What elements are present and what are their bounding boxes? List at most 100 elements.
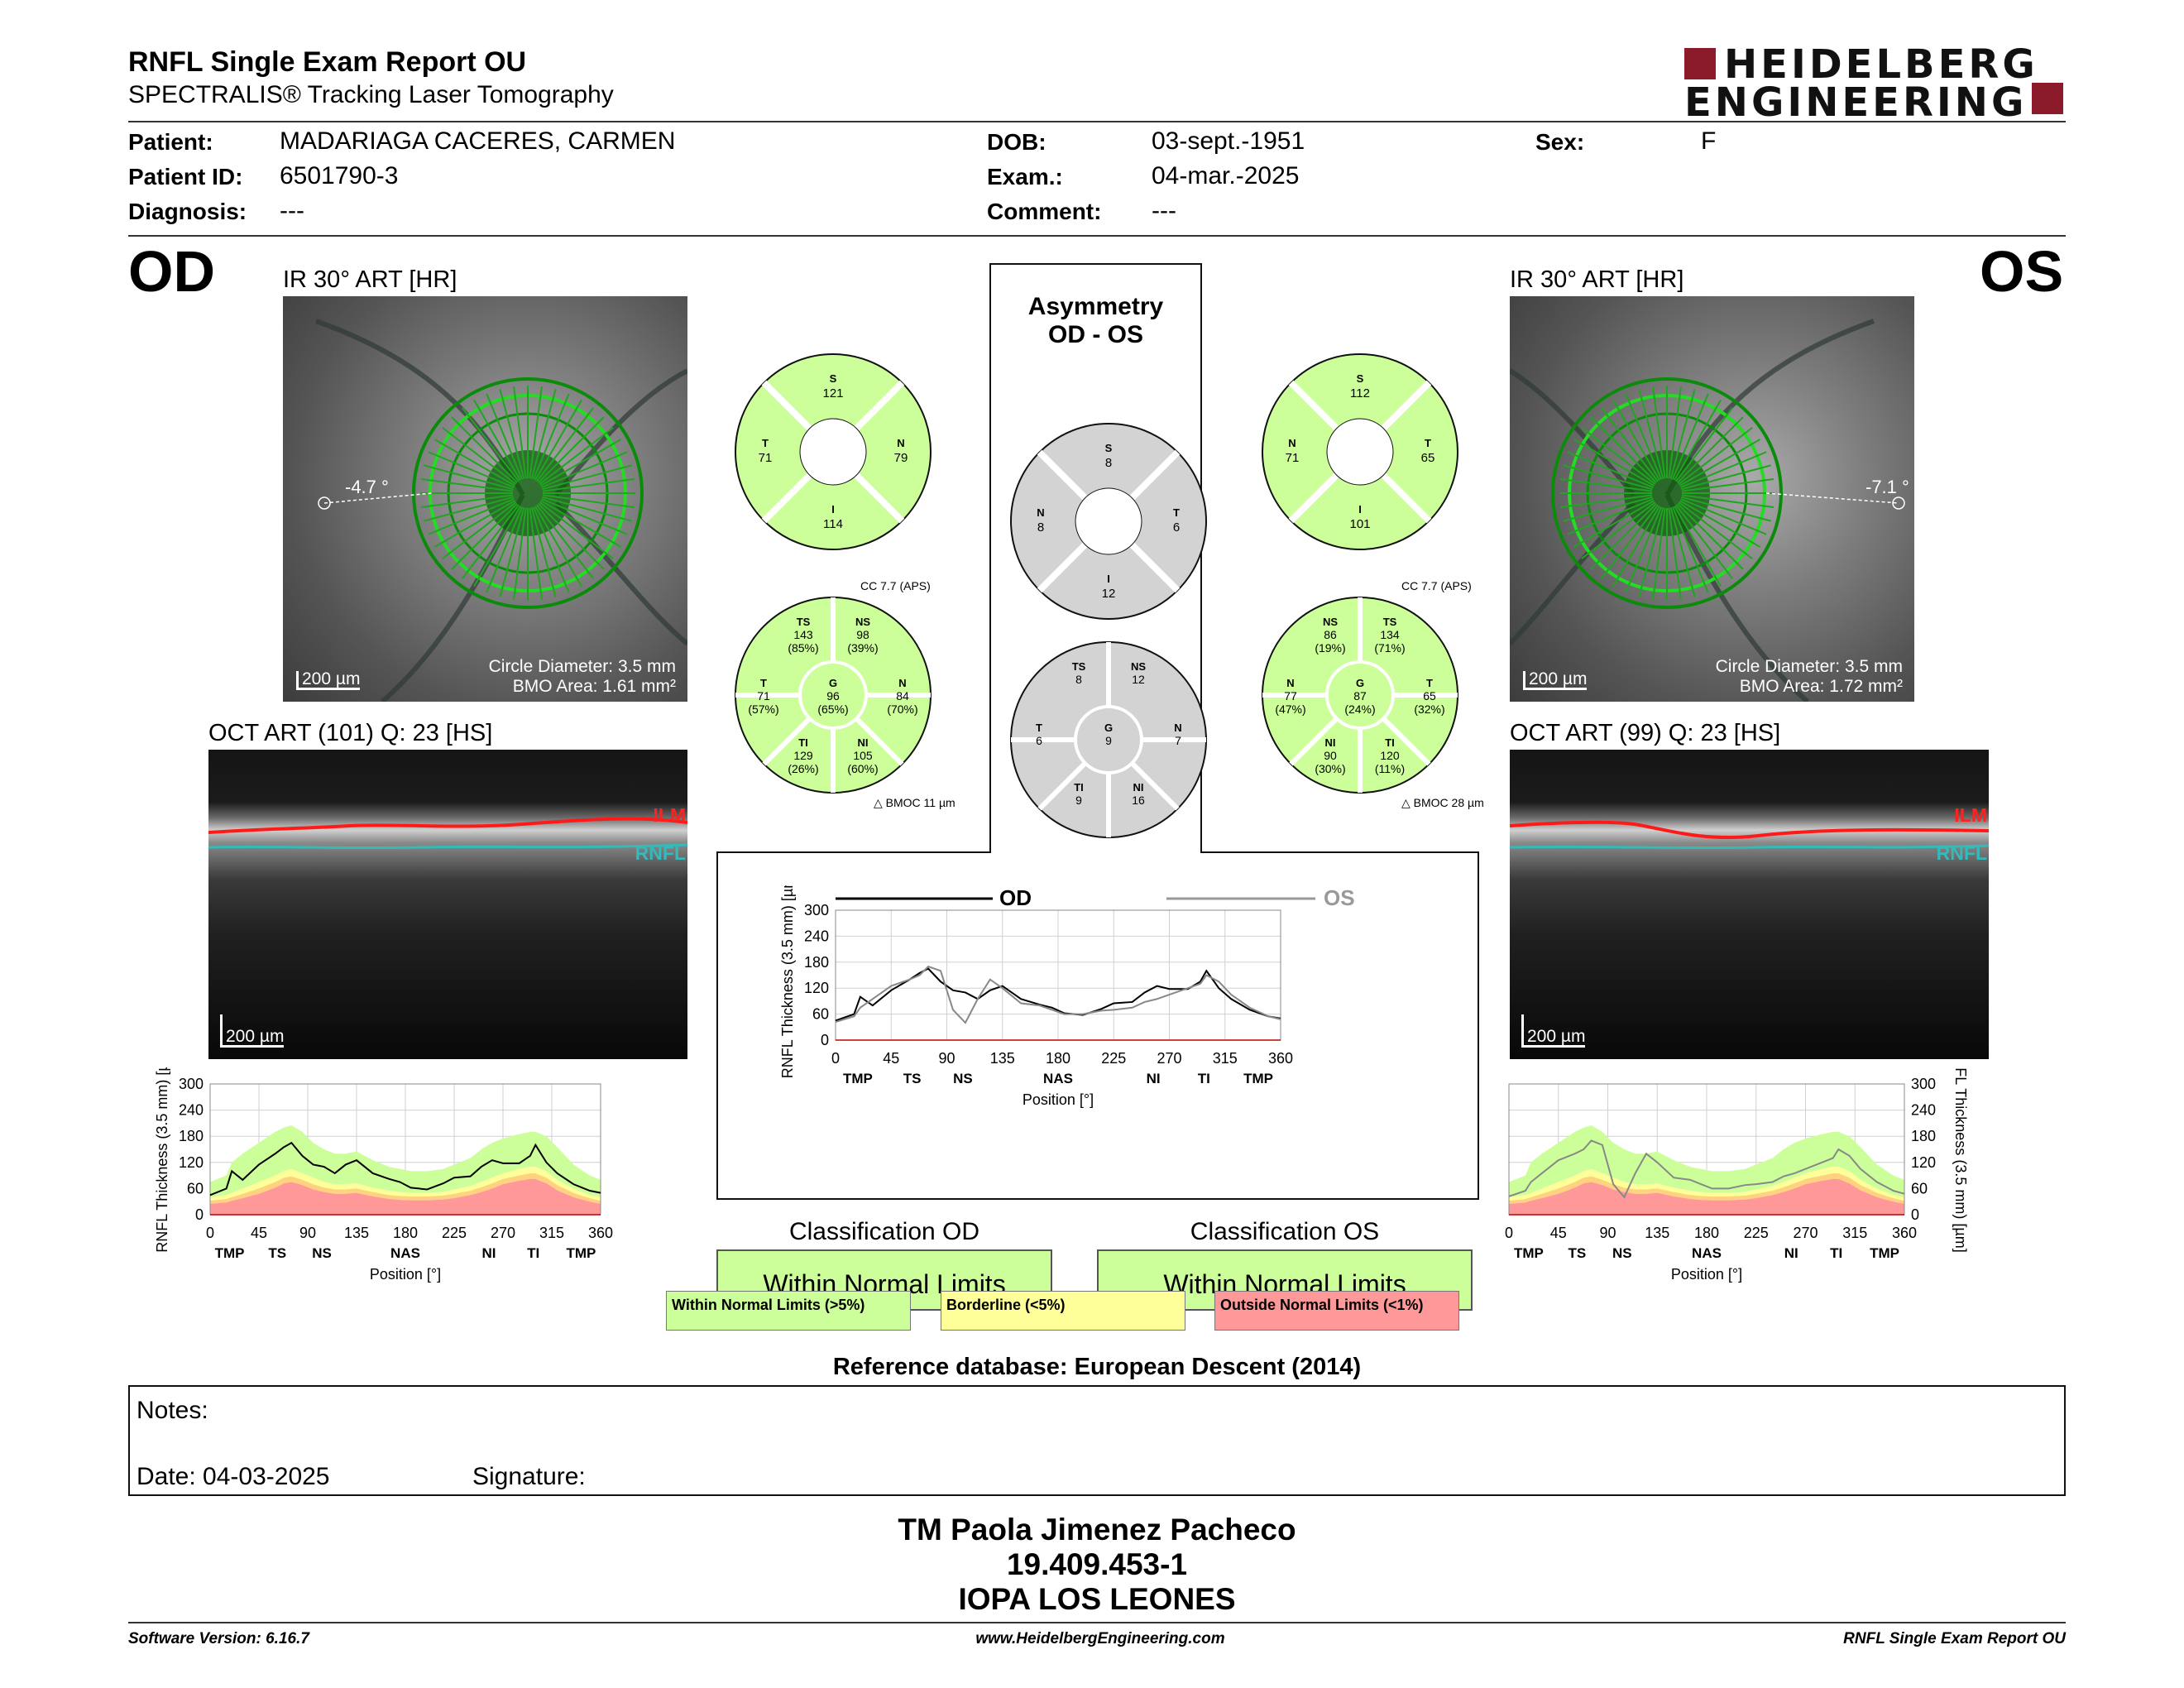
scan-spoke [1680, 451, 1767, 489]
scan-spoke [1559, 494, 1653, 508]
dob-label: DOB: [987, 129, 1046, 155]
scan-spoke [1675, 407, 1733, 482]
x-tick-label: 180 [393, 1225, 418, 1241]
scan-spoke [540, 500, 622, 548]
band-borderline [210, 1167, 601, 1201]
band-low [1509, 1172, 1904, 1204]
scan-spoke [424, 496, 514, 522]
scan-spoke [1559, 478, 1653, 492]
band-low [210, 1172, 601, 1204]
scan-spoke [542, 496, 632, 522]
sector-value-n: 8 [1037, 520, 1044, 535]
band-outside [1509, 1178, 1904, 1215]
od-oct-scale: 200 µm [220, 1014, 285, 1048]
sector-label-n: N [1037, 506, 1044, 519]
scan-spoke [540, 439, 622, 487]
sector-value-t: 71 [757, 689, 770, 703]
legend-od: OD [999, 885, 1032, 910]
os-sector-6: NS 86 (19%) TS 134 (71%) N 77 (47%) T 65 (32%) G 87 (2… [1259, 594, 1461, 796]
sector-label-n: N [898, 677, 906, 689]
sector-percent-t: (32%) [1414, 703, 1444, 716]
sector-label-ts: TS [1383, 616, 1397, 628]
sector-center [1325, 660, 1395, 730]
sector-label-t: T [1173, 506, 1180, 519]
scan-spoke [499, 389, 525, 479]
os-bmoc: △ BMOC 28 µm [1401, 796, 1484, 809]
sector-value-t: 65 [1423, 689, 1436, 703]
exam-value: 04-mar.-2025 [1152, 162, 1300, 189]
x-tick-label: 0 [206, 1225, 214, 1241]
comment-label: Comment: [987, 199, 1102, 224]
scan-spoke [1652, 507, 1666, 601]
scan-spoke [1638, 389, 1664, 479]
x-tick-label: 270 [1793, 1225, 1818, 1241]
sector-center [1075, 487, 1142, 555]
scan-spoke [1679, 500, 1761, 548]
scan-spoke [1638, 507, 1664, 597]
band-outside [210, 1178, 601, 1215]
y-tick-label: 60 [1911, 1180, 1928, 1196]
sector-label-n: N [897, 437, 904, 449]
sector-value-ti: 9 [1075, 794, 1082, 807]
y-tick-label: 240 [179, 1102, 204, 1119]
od-cc: CC 7.7 (APS) [860, 579, 931, 592]
x-tick-label: 225 [442, 1225, 467, 1241]
sector-label-t: T [1426, 677, 1433, 689]
os-scan-overlay: -7.1 ° [1510, 319, 1909, 702]
report-title: RNFL Single Exam Report OU [128, 46, 527, 78]
os-circle-diameter: Circle Diameter: 3.5 mm [1715, 657, 1903, 676]
sector-value-ti: 120 [1380, 749, 1400, 762]
region-label: TMP [1243, 1071, 1273, 1086]
od-ilm-label: ILM [653, 804, 686, 826]
sector-percent-ni: (60%) [847, 762, 878, 775]
sector-percent-g: (24%) [1344, 703, 1375, 716]
y-tick-label: 300 [1911, 1076, 1936, 1092]
od-rnfl-label: RNFL [635, 842, 686, 864]
asymmetry-sector-6: TS 8 NS 12 T 6 N 7 G 9 TI 9 NI 16 [1008, 639, 1209, 841]
scan-spoke [433, 500, 515, 548]
series-line-os [1508, 1139, 1905, 1199]
scan-spoke [473, 506, 521, 587]
scan-spoke [513, 386, 527, 479]
sector-percent-ts: (71%) [1374, 641, 1405, 655]
scan-spoke [542, 494, 635, 508]
sector-label-t: T [1036, 722, 1042, 734]
scan-spoke [541, 497, 628, 535]
asymmetry-thickness-chart: 0 60 120 180 240 300 0 45 90 135 180 225 270 315 360 TM… [779, 885, 1355, 1108]
x-tick-label: 180 [1046, 1050, 1070, 1067]
od-sector-6: TS 143 (85%) NS 98 (39%) T 71 (57%) N 84 (70%) G 96 (6… [732, 594, 934, 796]
scan-spoke [486, 506, 524, 593]
sector-percent-ns: (39%) [847, 641, 878, 655]
scan-spoke [1671, 506, 1709, 593]
scan-spoke [1674, 506, 1722, 587]
sector-percent-t: (57%) [748, 703, 778, 716]
sector-center [1326, 418, 1394, 486]
scan-spoke [530, 389, 557, 479]
asymmetry-panel-border [716, 263, 1479, 1200]
scan-spoke [1669, 507, 1696, 597]
scan-spoke [513, 507, 527, 601]
scan-spoke [1601, 407, 1659, 482]
sector-label-n: N [1286, 677, 1294, 689]
band-borderline [1509, 1167, 1904, 1201]
scan-spoke [541, 451, 628, 489]
sector-percent-ti: (11%) [1375, 762, 1405, 775]
od-thickness-chart: 0 60 120 180 240 300 0 45 90 135 180 225 270 315 360 TM… [154, 1067, 613, 1283]
os-oct-bscan: ILM RNFL 200 µm [1510, 750, 1989, 1059]
scan-spoke [1567, 451, 1654, 489]
scan-spoke [1675, 504, 1733, 579]
scan-spoke [1677, 503, 1744, 570]
y-tick-label: 120 [804, 980, 829, 996]
y-tick-label: 0 [821, 1032, 829, 1048]
x-tick-label: 45 [1550, 1225, 1567, 1241]
scan-spoke [1668, 507, 1682, 601]
os-fundus-scale: 200 µm [1523, 670, 1588, 690]
scan-spoke [462, 407, 520, 482]
footer-url[interactable]: www.HeidelbergEngineering.com [975, 1630, 1225, 1647]
patient-label: Patient: [128, 129, 213, 155]
sector-divider [1129, 542, 1181, 593]
series-line-od [209, 1141, 601, 1196]
sector-percent-n: (47%) [1275, 703, 1305, 716]
x-tick-label: 90 [1599, 1225, 1616, 1241]
scan-spoke [442, 427, 517, 485]
